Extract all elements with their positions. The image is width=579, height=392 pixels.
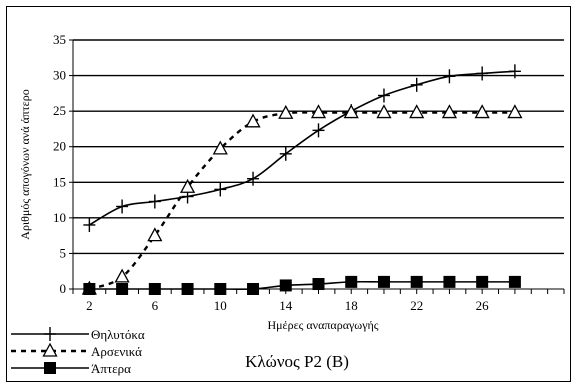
data-point — [83, 217, 96, 232]
legend-entry: Θηλυτόκα — [11, 327, 145, 342]
data-point — [312, 278, 325, 291]
data-point — [116, 199, 129, 214]
legend-entry: Αρσενικά — [11, 342, 142, 359]
data-point — [279, 146, 292, 161]
data-point — [148, 194, 161, 209]
series-1 — [81, 104, 523, 295]
data-point — [247, 171, 260, 186]
data-point — [409, 104, 425, 119]
chart-title: Κλώνος P2 (B) — [245, 352, 349, 371]
data-point — [214, 283, 227, 295]
data-point — [114, 268, 130, 283]
data-point — [312, 123, 325, 138]
data-point — [508, 275, 521, 288]
y-tick-label: 10 — [53, 210, 66, 225]
series-line — [88, 111, 515, 291]
data-point — [345, 275, 358, 288]
y-axis-title: Αριθμός απογόνων ανά άπτερο — [18, 89, 32, 239]
data-point — [279, 279, 292, 292]
legend-label: Αρσενικά — [91, 344, 142, 359]
y-tick-label: 25 — [53, 103, 66, 118]
x-tick-label: 2 — [86, 298, 93, 313]
data-point — [83, 283, 96, 295]
x-tick-label: 26 — [476, 298, 490, 313]
data-point — [377, 88, 390, 103]
legend-marker — [42, 342, 58, 357]
data-point — [148, 283, 161, 295]
data-point — [310, 104, 327, 119]
y-tick-label: 5 — [60, 245, 67, 260]
data-point — [474, 104, 490, 119]
x-tick-label: 10 — [214, 298, 227, 313]
gridlines — [73, 39, 564, 255]
data-point — [476, 275, 489, 288]
y-tick-label: 35 — [53, 32, 66, 47]
legend-entry: Άπτερα — [11, 361, 131, 376]
y-tick-label: 15 — [53, 174, 66, 189]
chart-frame: 0 5 10 15 20 25 30 35 2 6 10 14 18 22 26 Αριθμός απογό… — [6, 6, 571, 382]
data-point — [147, 227, 163, 242]
data-point — [410, 275, 423, 288]
data-point — [116, 283, 129, 295]
series-2 — [83, 275, 521, 295]
legend-marker — [44, 362, 56, 374]
data-point — [441, 104, 458, 119]
x-tick-label: 14 — [279, 298, 293, 313]
series-0 — [83, 64, 521, 232]
data-point — [181, 283, 194, 295]
data-point — [343, 104, 359, 119]
legend-marker — [44, 327, 56, 341]
data-point — [212, 140, 228, 155]
data-point — [214, 182, 227, 197]
legend: Θηλυτόκα Αρσενικά Άπτερα — [11, 327, 145, 376]
data-point — [410, 77, 423, 92]
x-tick-label: 18 — [345, 298, 358, 313]
data-point — [443, 69, 456, 84]
data-point — [443, 275, 456, 288]
x-tick-label: 6 — [152, 298, 159, 313]
y-tick-label: 0 — [60, 281, 67, 296]
x-tick-label: 22 — [410, 298, 423, 313]
x-axis-title: Ημέρες αναπαραγωγής — [267, 318, 378, 332]
data-point — [507, 104, 523, 119]
data-point — [278, 104, 294, 119]
data-point — [377, 275, 390, 288]
data-point — [247, 283, 260, 295]
data-point — [476, 66, 489, 81]
y-tick-label: 30 — [53, 68, 66, 83]
y-tick-label: 20 — [53, 139, 66, 154]
legend-label: Θηλυτόκα — [91, 327, 145, 342]
data-point — [508, 64, 521, 79]
series — [81, 64, 523, 295]
data-point — [179, 178, 196, 193]
data-point — [245, 113, 261, 128]
data-point — [376, 104, 392, 119]
legend-label: Άπτερα — [91, 361, 131, 376]
